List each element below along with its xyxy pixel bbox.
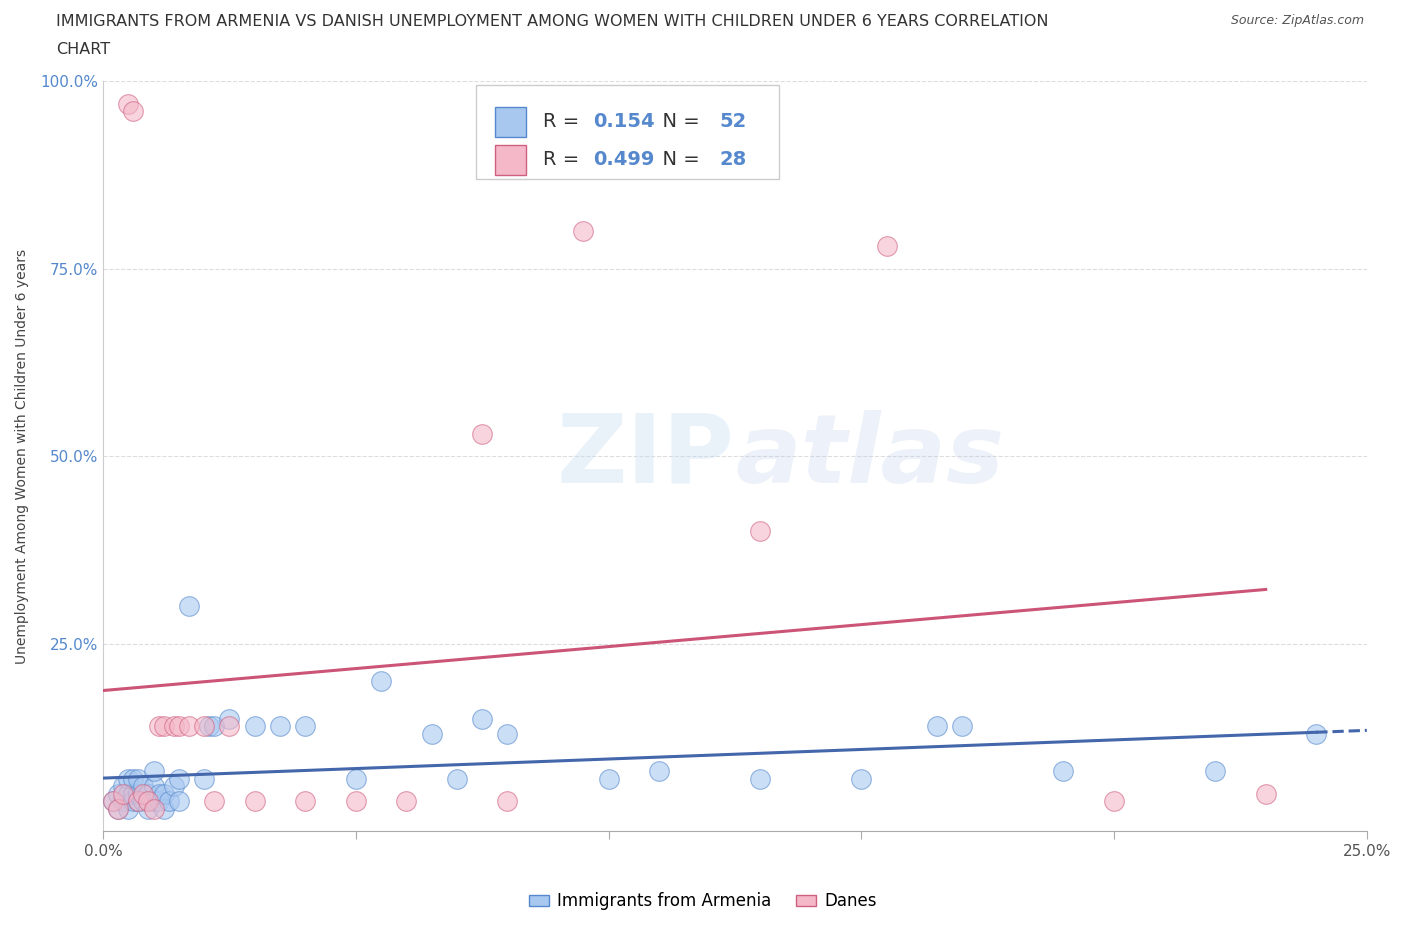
Point — [107, 786, 129, 801]
Point — [1204, 764, 1226, 778]
Point — [127, 786, 149, 801]
Point — [1305, 726, 1327, 741]
Point — [471, 711, 494, 726]
Point — [851, 771, 873, 786]
Point — [122, 793, 145, 808]
Point — [163, 719, 186, 734]
Point — [157, 793, 180, 808]
Point — [198, 719, 221, 734]
Point — [142, 764, 165, 778]
Point — [112, 786, 135, 801]
Point — [344, 771, 367, 786]
Text: ZIP: ZIP — [557, 410, 735, 503]
Point — [107, 801, 129, 816]
Point — [148, 786, 170, 801]
Point — [132, 778, 155, 793]
Point — [420, 726, 443, 741]
Point — [202, 793, 225, 808]
Point — [496, 793, 519, 808]
Text: R =: R = — [543, 150, 585, 169]
Point — [202, 719, 225, 734]
Point — [148, 719, 170, 734]
Point — [395, 793, 418, 808]
Point — [598, 771, 620, 786]
Point — [132, 793, 155, 808]
Point — [243, 793, 266, 808]
Point — [138, 801, 160, 816]
Point — [446, 771, 468, 786]
Point — [876, 239, 898, 254]
Point — [177, 599, 200, 614]
Point — [112, 793, 135, 808]
Point — [152, 786, 174, 801]
Point — [243, 719, 266, 734]
Point — [471, 426, 494, 441]
Text: N =: N = — [650, 150, 706, 169]
Point — [122, 771, 145, 786]
Text: CHART: CHART — [56, 42, 110, 57]
Point — [127, 793, 149, 808]
Text: R =: R = — [543, 113, 585, 131]
Point — [101, 793, 124, 808]
Point — [294, 719, 316, 734]
Text: 52: 52 — [720, 113, 747, 131]
Point — [269, 719, 291, 734]
Point — [218, 711, 240, 726]
Point — [193, 719, 215, 734]
Point — [1102, 793, 1125, 808]
Point — [177, 719, 200, 734]
FancyBboxPatch shape — [475, 86, 779, 179]
Point — [142, 801, 165, 816]
Y-axis label: Unemployment Among Women with Children Under 6 years: Unemployment Among Women with Children U… — [15, 248, 30, 664]
Point — [122, 786, 145, 801]
Point — [107, 801, 129, 816]
Point — [148, 793, 170, 808]
Point — [1052, 764, 1074, 778]
Point — [142, 793, 165, 808]
Text: Source: ZipAtlas.com: Source: ZipAtlas.com — [1230, 14, 1364, 27]
Legend: Immigrants from Armenia, Danes: Immigrants from Armenia, Danes — [522, 885, 884, 917]
Point — [1254, 786, 1277, 801]
Point — [294, 793, 316, 808]
Point — [132, 786, 155, 801]
Point — [138, 786, 160, 801]
Point — [101, 793, 124, 808]
Point — [572, 224, 595, 239]
Text: atlas: atlas — [735, 410, 1004, 503]
Bar — [495, 107, 526, 137]
Point — [112, 778, 135, 793]
Point — [152, 801, 174, 816]
Text: N =: N = — [650, 113, 706, 131]
Point — [749, 524, 772, 538]
Text: IMMIGRANTS FROM ARMENIA VS DANISH UNEMPLOYMENT AMONG WOMEN WITH CHILDREN UNDER 6: IMMIGRANTS FROM ARMENIA VS DANISH UNEMPL… — [56, 14, 1049, 29]
Point — [648, 764, 671, 778]
Bar — [495, 145, 526, 175]
Point — [138, 793, 160, 808]
Point — [117, 771, 139, 786]
Point — [950, 719, 973, 734]
Point — [142, 778, 165, 793]
Point — [370, 673, 392, 688]
Point — [496, 726, 519, 741]
Point — [218, 719, 240, 734]
Point — [927, 719, 949, 734]
Point — [152, 719, 174, 734]
Point — [344, 793, 367, 808]
Text: 28: 28 — [720, 150, 747, 169]
Point — [749, 771, 772, 786]
Point — [117, 97, 139, 112]
Point — [117, 801, 139, 816]
Point — [127, 771, 149, 786]
Point — [163, 778, 186, 793]
Text: 0.499: 0.499 — [593, 150, 655, 169]
Point — [193, 771, 215, 786]
Point — [167, 771, 190, 786]
Point — [127, 793, 149, 808]
Text: 0.154: 0.154 — [593, 113, 655, 131]
Point — [122, 104, 145, 119]
Point — [167, 793, 190, 808]
Point — [167, 719, 190, 734]
Point — [117, 786, 139, 801]
